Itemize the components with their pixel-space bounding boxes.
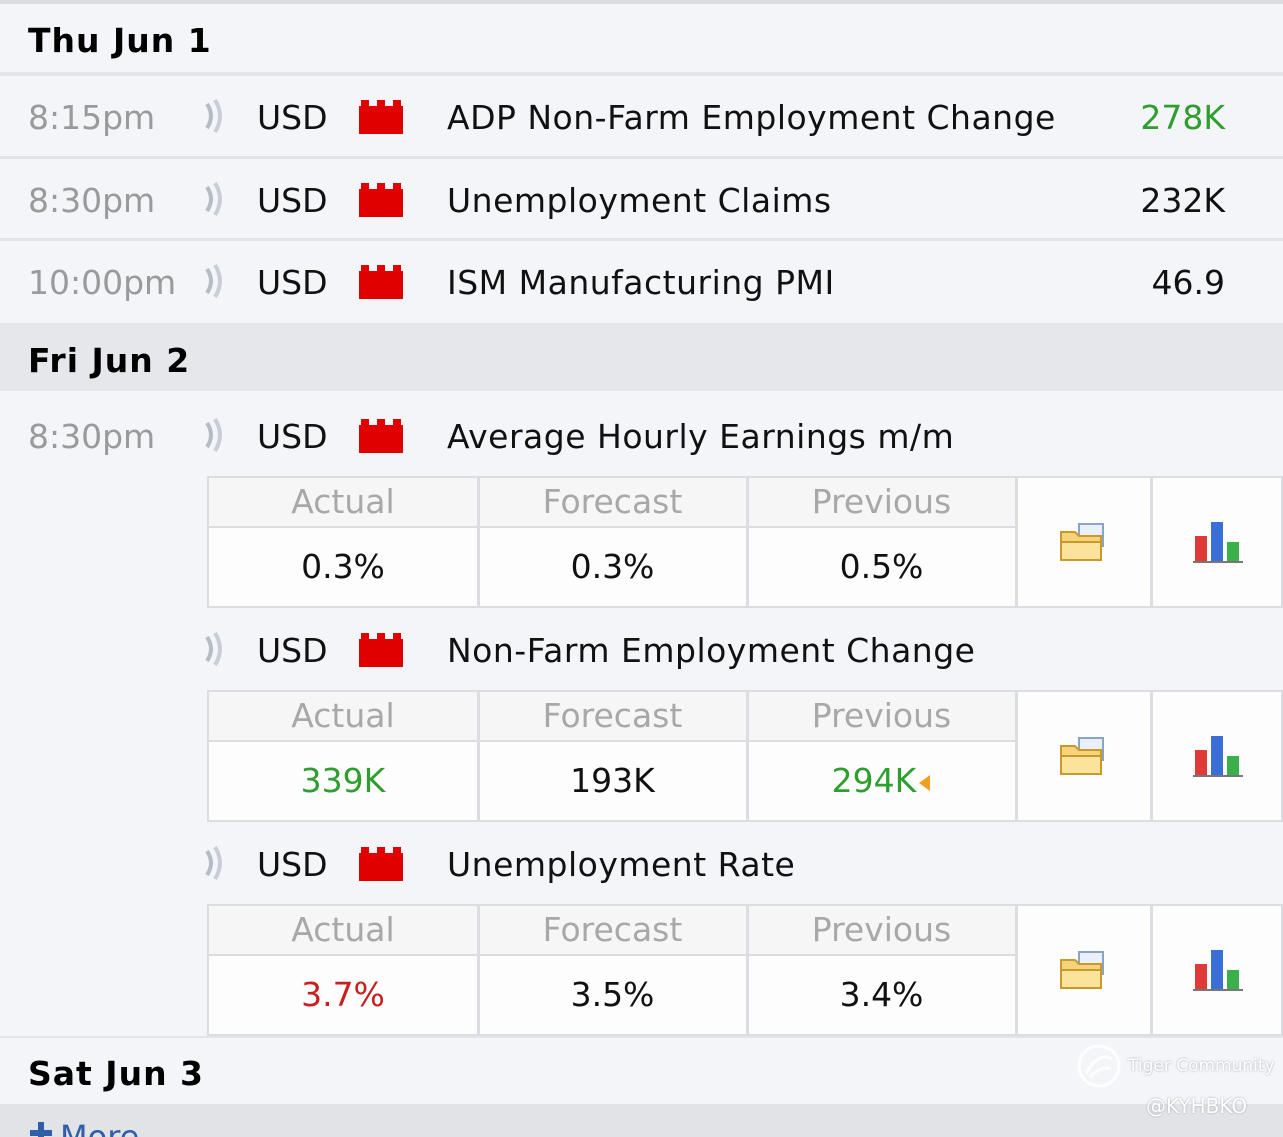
- watermark-brand: Tiger Community: [1128, 1056, 1275, 1076]
- previous-value: 294K: [748, 742, 1015, 820]
- previous-value-text: 294K: [831, 761, 917, 800]
- high-impact-icon: [359, 419, 403, 453]
- high-impact-icon: [359, 100, 403, 134]
- top-strip: [0, 0, 1283, 4]
- speaker-icon[interactable]: [203, 263, 225, 299]
- event-name[interactable]: Unemployment Rate: [447, 845, 796, 884]
- event-row[interactable]: USD Unemployment Rate: [0, 824, 1283, 904]
- revised-arrow-icon[interactable]: [917, 773, 931, 793]
- event-row[interactable]: USD Average Hourly Earnings m/m: [0, 396, 1283, 476]
- event-time: 8:30pm: [28, 181, 156, 220]
- event-currency: USD: [257, 417, 328, 456]
- plus-icon[interactable]: [30, 1122, 52, 1137]
- event-name[interactable]: ISM Manufacturing PMI: [447, 263, 835, 302]
- event-actual-value: 278K: [1140, 98, 1225, 137]
- divider: [0, 156, 1283, 159]
- forecast-value: 193K: [570, 761, 655, 800]
- speaker-icon[interactable]: [203, 631, 225, 667]
- event-currency: USD: [257, 98, 328, 137]
- speaker-icon[interactable]: [203, 845, 225, 881]
- high-impact-icon: [359, 633, 403, 667]
- event-name[interactable]: Non-Farm Employment Change: [447, 631, 976, 670]
- divider: [746, 478, 749, 606]
- actual-header: Actual: [209, 692, 477, 740]
- actual-header: Actual: [209, 478, 477, 526]
- day-label: Sat Jun 3: [28, 1054, 205, 1093]
- bar-chart-icon[interactable]: [1193, 734, 1243, 778]
- divider: [477, 692, 480, 820]
- bar-chart-icon[interactable]: [1193, 948, 1243, 992]
- high-impact-icon: [359, 847, 403, 881]
- event-time: 8:15pm: [28, 98, 156, 137]
- day-label: Fri Jun 2: [28, 341, 191, 380]
- folder-detail-icon[interactable]: [1059, 950, 1107, 992]
- previous-value: 3.4%: [839, 975, 924, 1014]
- speaker-icon[interactable]: [203, 98, 225, 134]
- forecast-header: Forecast: [479, 478, 746, 526]
- event-detail-grid: Actual Forecast Previous 3.7% 3.5% 3.4%: [207, 904, 1283, 1036]
- high-impact-icon: [359, 265, 403, 299]
- actual-header: Actual: [209, 906, 477, 954]
- more-bar[interactable]: More: [0, 1104, 1283, 1137]
- forecast-value: 3.5%: [570, 975, 655, 1014]
- divider: [209, 526, 1015, 528]
- more-link[interactable]: More: [60, 1118, 140, 1137]
- actual-value: 339K: [300, 761, 386, 800]
- event-time: 10:00pm: [28, 263, 177, 302]
- event-actual-value: 46.9: [1151, 263, 1225, 302]
- divider: [0, 1036, 1283, 1038]
- event-currency: USD: [257, 631, 328, 670]
- event-row[interactable]: 8:30pm USD Unemployment Claims 232K: [0, 159, 1283, 238]
- divider: [1015, 906, 1018, 1034]
- day-header-thu: Thu Jun 1: [0, 4, 1283, 72]
- previous-header: Previous: [748, 692, 1015, 740]
- event-row[interactable]: USD Non-Farm Employment Change: [0, 610, 1283, 690]
- divider: [746, 906, 749, 1034]
- event-actual-value: 232K: [1140, 181, 1225, 220]
- previous-header: Previous: [748, 906, 1015, 954]
- bar-chart-icon[interactable]: [1193, 520, 1243, 564]
- divider: [209, 740, 1015, 742]
- event-row[interactable]: 10:00pm USD ISM Manufacturing PMI 46.9: [0, 241, 1283, 323]
- event-time: 8:30pm: [28, 417, 156, 456]
- event-name[interactable]: Average Hourly Earnings m/m: [447, 417, 955, 456]
- divider: [1150, 478, 1153, 606]
- actual-value: 3.7%: [301, 975, 385, 1014]
- divider: [0, 72, 1283, 76]
- divider: [209, 954, 1015, 956]
- forecast-value: 0.3%: [570, 547, 655, 586]
- event-currency: USD: [257, 181, 328, 220]
- divider: [1150, 906, 1153, 1034]
- speaker-icon[interactable]: [203, 181, 225, 217]
- event-name[interactable]: ADP Non-Farm Employment Change: [447, 98, 1056, 137]
- previous-header: Previous: [748, 478, 1015, 526]
- day-label: Thu Jun 1: [28, 21, 212, 60]
- forecast-header: Forecast: [479, 692, 746, 740]
- event-row[interactable]: 8:15pm USD ADP Non-Farm Employment Chang…: [0, 76, 1283, 156]
- speaker-icon[interactable]: [203, 417, 225, 453]
- divider: [1150, 692, 1153, 820]
- divider: [0, 238, 1283, 241]
- event-detail-grid: Actual Forecast Previous 0.3% 0.3% 0.5%: [207, 476, 1283, 608]
- divider: [477, 906, 480, 1034]
- day-header-fri: Fri Jun 2: [0, 323, 1283, 391]
- forecast-header: Forecast: [479, 906, 746, 954]
- event-name[interactable]: Unemployment Claims: [447, 181, 832, 220]
- event-detail-grid: Actual Forecast Previous 339K 193K 294K: [207, 690, 1283, 822]
- previous-value: 0.5%: [839, 547, 924, 586]
- divider: [477, 478, 480, 606]
- event-currency: USD: [257, 845, 328, 884]
- tiger-logo-icon: [1077, 1044, 1121, 1088]
- divider: [746, 692, 749, 820]
- folder-detail-icon[interactable]: [1059, 522, 1107, 564]
- divider: [1015, 478, 1018, 606]
- day-header-sat: Sat Jun 3: [0, 1038, 1283, 1104]
- folder-detail-icon[interactable]: [1059, 736, 1107, 778]
- event-currency: USD: [257, 263, 328, 302]
- divider: [1015, 692, 1018, 820]
- watermark-handle: @KYHBKO: [1146, 1094, 1248, 1118]
- actual-value: 0.3%: [301, 547, 385, 586]
- high-impact-icon: [359, 183, 403, 217]
